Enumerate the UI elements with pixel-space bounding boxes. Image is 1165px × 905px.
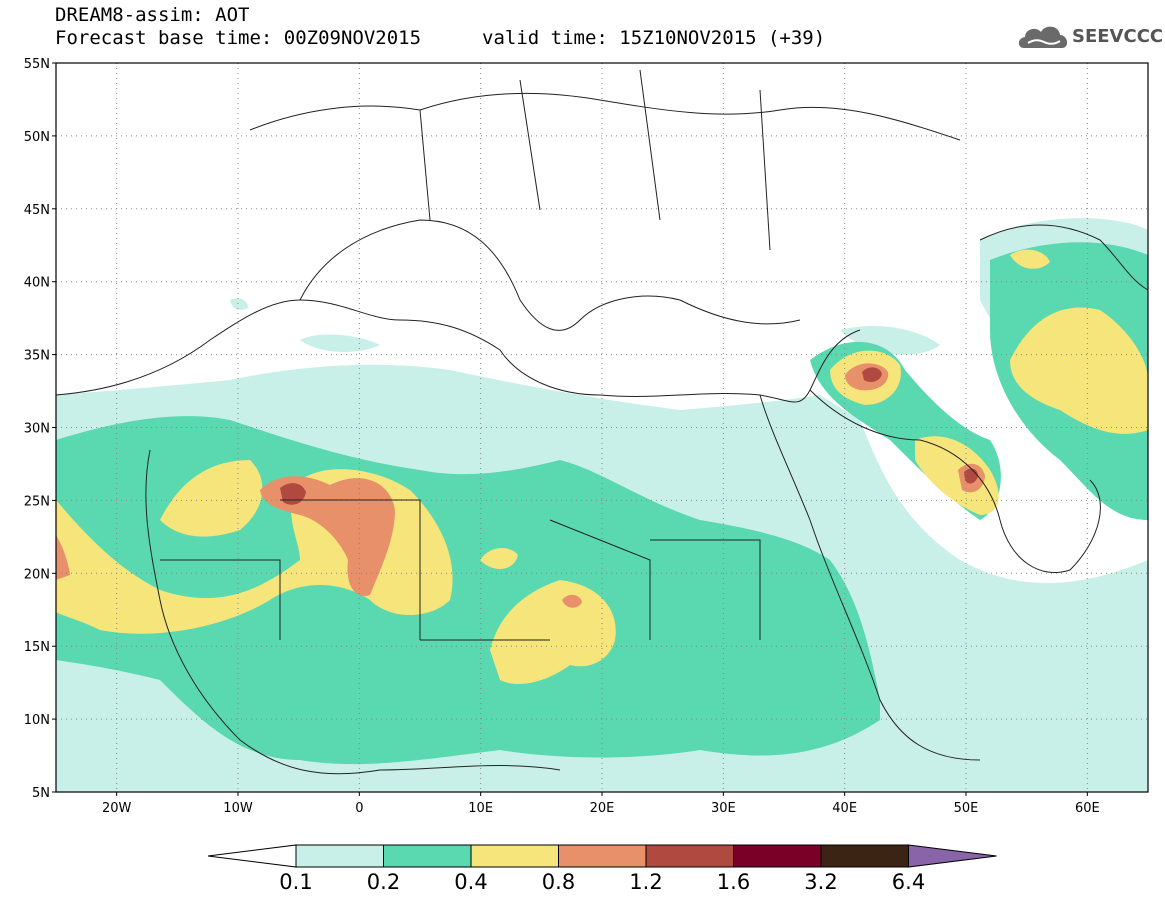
valid-time: valid time: 15Z10NOV2015 (+39) — [482, 27, 826, 49]
seevccc-logo: SEEVCCC — [1016, 20, 1163, 54]
cloud-icon — [1018, 26, 1068, 48]
lat-tick-label: 10N — [24, 713, 50, 728]
lat-tick-label: 15N — [24, 640, 50, 655]
lon-tick-label: 60E — [1075, 801, 1100, 816]
lat-tick-label: 35N — [24, 349, 50, 364]
latitude-ticks: 55N 50N 45N 40N 35N 30N 25N 20N 15N 10N 5N — [24, 57, 56, 801]
colorbar-level-label: 6.4 — [892, 870, 925, 894]
lat-tick-label: 20N — [24, 567, 50, 582]
base-time-text: Forecast base time: 00Z09NOV2015 — [55, 27, 422, 49]
colorbar-level-label: 1.2 — [629, 870, 662, 894]
lon-tick-label: 40E — [832, 801, 857, 816]
coastlines — [56, 69, 1148, 775]
colorbar-bin — [820, 844, 909, 868]
colorbar-bin — [645, 844, 734, 868]
lon-tick-label: 50E — [954, 801, 979, 816]
lon-tick-label: 10W — [223, 801, 253, 816]
map-title: DREAM8-assim: AOT — [55, 4, 250, 26]
lat-tick-label: 55N — [24, 57, 50, 72]
colorbar-level-label: 0.4 — [454, 870, 487, 894]
lat-tick-label: 5N — [32, 786, 50, 801]
colorbar-bin — [470, 844, 559, 868]
lat-tick-label: 25N — [24, 494, 50, 509]
logo-text: SEEVCCC — [1072, 26, 1164, 47]
colorbar-level-label: 1.6 — [717, 870, 750, 894]
lon-tick-label: 20E — [590, 801, 615, 816]
lon-tick-label: 0 — [355, 801, 363, 816]
colorbar-labels: 0.1 0.2 0.4 0.8 1.2 1.6 3.2 6.4 — [279, 870, 925, 894]
colorbar-level-label: 0.2 — [367, 870, 400, 894]
lon-tick-label: 20W — [102, 801, 132, 816]
colorbar-bin — [383, 844, 472, 868]
lon-tick-label: 10E — [468, 801, 493, 816]
colorbar-level-label: 0.1 — [279, 870, 312, 894]
colorbar-bin — [558, 844, 647, 868]
lat-tick-label: 40N — [24, 276, 50, 291]
lat-tick-label: 45N — [24, 203, 50, 218]
lon-tick-label: 30E — [711, 801, 736, 816]
colorbar-bin — [295, 844, 384, 868]
colorbar-level-label: 3.2 — [804, 870, 837, 894]
longitude-ticks: 20W 10W 0 10E 20E 30E 40E 50E 60E — [102, 792, 1100, 816]
colorbar-under-triangle — [207, 844, 297, 868]
lat-tick-label: 30N — [24, 422, 50, 437]
aot-colorbar — [207, 844, 997, 868]
forecast-base-time: Forecast base time: 00Z09NOV2015 valid ti… — [55, 27, 825, 49]
map-grid — [56, 63, 1148, 792]
lat-tick-label: 50N — [24, 130, 50, 145]
colorbar-over-triangle — [908, 844, 997, 868]
aot-field — [56, 218, 1148, 792]
colorbar-bin — [733, 844, 822, 868]
colorbar-level-label: 0.8 — [542, 870, 575, 894]
